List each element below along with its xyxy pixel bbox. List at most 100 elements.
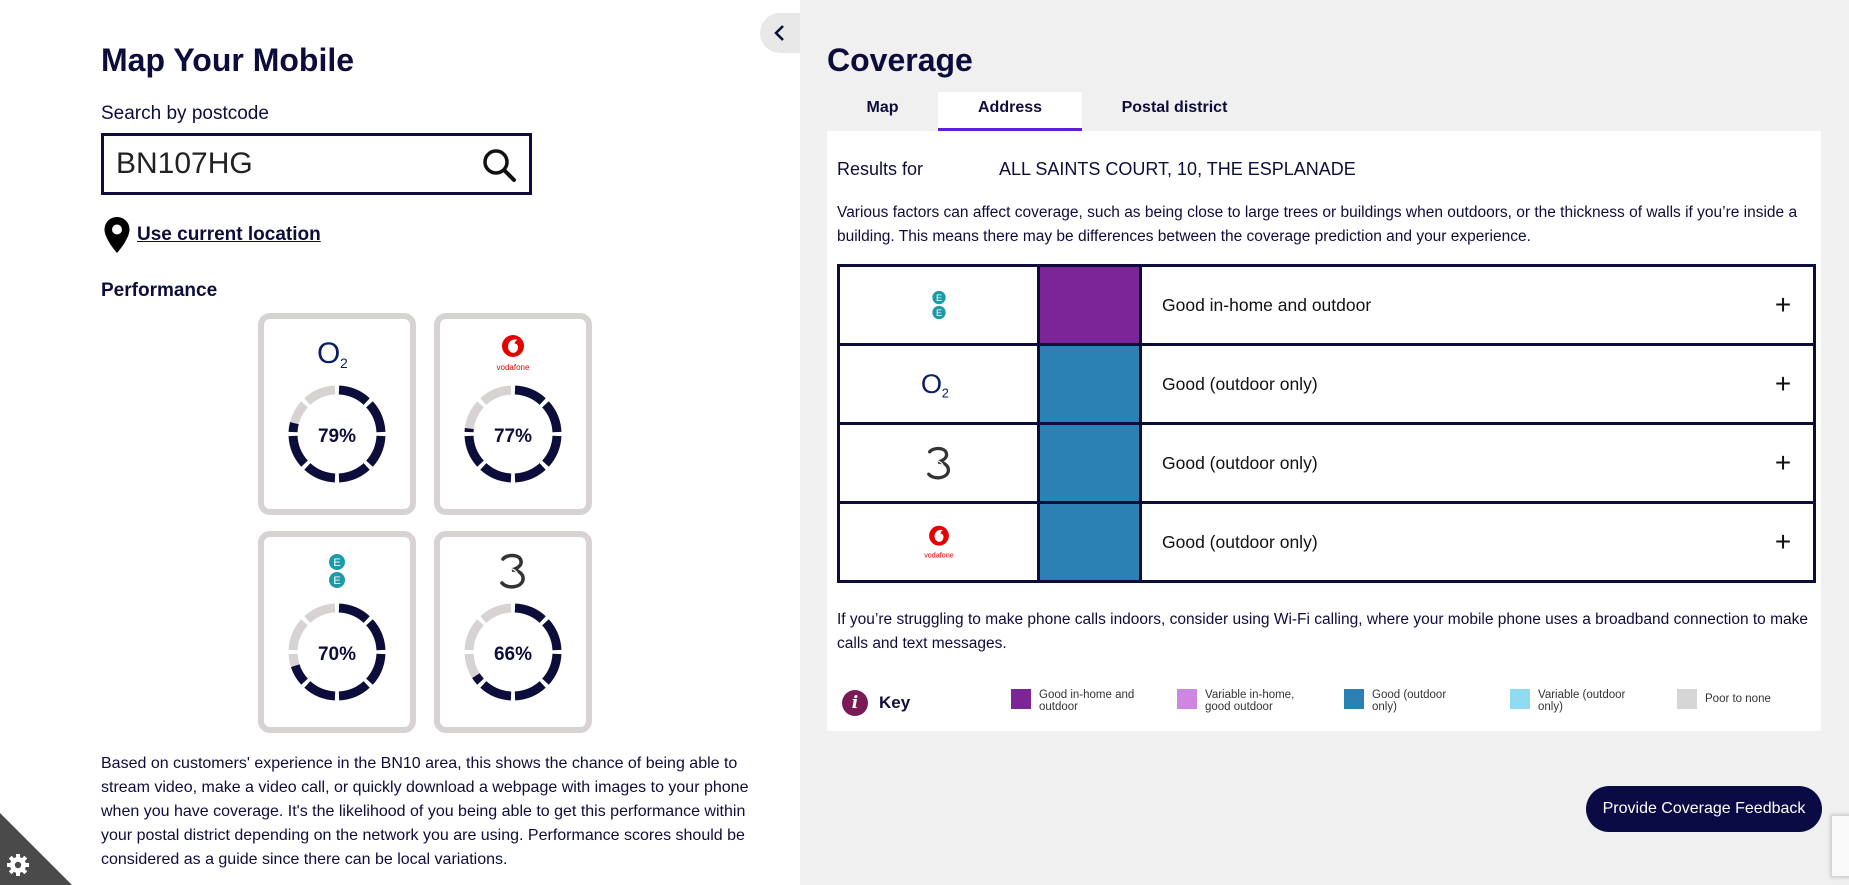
ring-segment: [464, 435, 484, 467]
location-pin-icon: [104, 217, 130, 253]
ring-segment: [338, 463, 370, 483]
coverage-status: Good in-home and outdoor: [1162, 294, 1372, 315]
cookie-settings-button[interactable]: [0, 813, 72, 885]
coverage-status: Good (outdoor only): [1162, 373, 1318, 394]
search-button[interactable]: [479, 145, 519, 185]
key-item: Poor to none: [1677, 689, 1815, 709]
svg-text:E: E: [333, 557, 340, 569]
ring-segment: [338, 385, 370, 405]
key-label: Variable (outdoor only): [1538, 689, 1626, 713]
svg-text:E: E: [935, 308, 941, 318]
performance-description: Based on customers' experience in the BN…: [101, 755, 749, 868]
results-label: Results for: [837, 159, 924, 179]
postcode-search-input[interactable]: [116, 146, 456, 182]
key-label: Variable in-home, good outdoor: [1205, 689, 1295, 713]
ring-segment: [464, 619, 484, 651]
three-logo-icon: [926, 446, 950, 480]
three-logo-icon: [440, 551, 586, 591]
coverage-row-three[interactable]: Good (outdoor only) +: [840, 425, 1813, 504]
ring-segment: [288, 421, 299, 433]
provide-coverage-feedback-button[interactable]: Provide Coverage Feedback: [1586, 786, 1822, 832]
svg-text:O: O: [920, 368, 941, 399]
coverage-row-vodafone[interactable]: vodafone Good (outdoor only) +: [840, 504, 1813, 583]
key-label: Good in-home and outdoor: [1039, 689, 1135, 713]
performance-percent: 70%: [317, 644, 357, 665]
ring-segment: [480, 681, 512, 701]
expand-plus-icon[interactable]: +: [1774, 447, 1792, 478]
performance-ring: [464, 603, 562, 701]
svg-text:O: O: [317, 337, 340, 370]
ring-segment: [366, 401, 386, 433]
ring-segment: [472, 673, 484, 685]
ring-segment: [542, 401, 562, 433]
performance-percent: 79%: [317, 426, 357, 447]
svg-text:2: 2: [941, 386, 948, 401]
use-current-location-link[interactable]: Use current location: [137, 224, 321, 245]
svg-text:E: E: [935, 293, 941, 303]
ee-logo-icon: EE: [931, 290, 946, 320]
collapse-panel-button[interactable]: [760, 13, 800, 53]
svg-text:vodafone: vodafone: [924, 550, 954, 559]
svg-text:2: 2: [340, 355, 348, 371]
ring-segment: [288, 619, 308, 651]
expand-plus-icon[interactable]: +: [1774, 368, 1792, 399]
coverage-info-text: Various factors can affect coverage, suc…: [837, 204, 1798, 245]
ring-segment: [480, 463, 512, 483]
performance-percent: 77%: [493, 426, 533, 447]
tab-postal-district[interactable]: Postal district: [1121, 99, 1228, 116]
vodafone-logo-icon: vodafone: [924, 525, 954, 559]
coverage-color-swatch: [1040, 346, 1142, 422]
ring-segment: [304, 385, 336, 405]
ring-segment: [514, 385, 546, 405]
address-results-panel: Results for ALL SAINTS COURT, 10, THE ES…: [827, 131, 1821, 731]
performance-card-three: 66%: [434, 531, 592, 733]
coverage-color-swatch: [1040, 267, 1142, 343]
coverage-key: i Key Good in-home and outdoor Variable …: [837, 687, 1812, 727]
key-swatch: [1344, 689, 1364, 709]
key-item: Good (outdoor only): [1344, 689, 1472, 713]
ring-segment: [288, 435, 308, 467]
search-icon: [483, 149, 516, 182]
coverage-title: Coverage: [827, 42, 973, 78]
recaptcha-badge[interactable]: [1831, 815, 1849, 877]
key-swatch: [1011, 689, 1031, 709]
ring-segment: [304, 603, 336, 623]
ring-segment: [290, 663, 308, 685]
ring-segment: [304, 463, 336, 483]
search-label: Search by postcode: [101, 103, 269, 124]
ring-segment: [366, 653, 386, 685]
key-title: Key: [879, 693, 911, 712]
ring-segment: [366, 619, 386, 651]
key-item: Good in-home and outdoor: [1011, 689, 1149, 713]
key-label: Good (outdoor only): [1372, 689, 1447, 713]
ring-segment: [514, 603, 546, 623]
coverage-color-swatch: [1040, 504, 1142, 580]
expand-plus-icon[interactable]: +: [1774, 526, 1792, 557]
wifi-calling-text: If you’re struggling to make phone calls…: [837, 611, 1809, 652]
key-item: Variable (outdoor only): [1510, 689, 1628, 713]
expand-plus-icon[interactable]: +: [1774, 289, 1792, 320]
ring-segment: [480, 385, 512, 405]
ring-segment: [464, 401, 485, 430]
use-current-location[interactable]: Use current location: [103, 216, 321, 254]
ring-segment: [514, 681, 546, 701]
key-label: Poor to none: [1705, 693, 1771, 705]
svg-text:E: E: [333, 575, 340, 587]
coverage-tabs: Map Address Postal district: [827, 92, 1267, 132]
coverage-status: Good (outdoor only): [1162, 531, 1318, 552]
ring-segment: [542, 435, 562, 467]
ring-segment: [304, 681, 336, 701]
tab-address[interactable]: Address: [938, 92, 1082, 132]
tab-map[interactable]: Map: [866, 99, 899, 116]
key-swatch: [1510, 689, 1530, 709]
left-panel: Map Your Mobile Search by postcode Use c…: [0, 0, 800, 885]
performance-card-vodafone: vodafone 77%: [434, 313, 592, 515]
gear-icon: [7, 854, 29, 876]
